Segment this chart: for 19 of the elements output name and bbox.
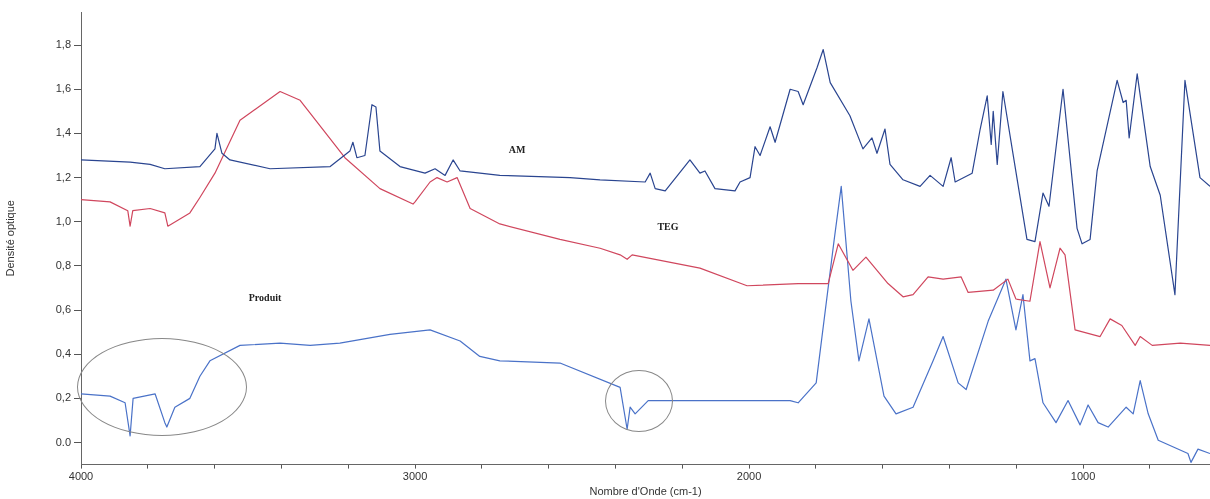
x-tick-label: 3000 bbox=[402, 470, 428, 483]
y-tick-label: 0,4 bbox=[55, 347, 71, 360]
y-axis-title: Densité optique bbox=[3, 200, 16, 277]
y-tick-label: 1,6 bbox=[55, 82, 71, 95]
y-tick-label: 1,8 bbox=[55, 38, 71, 51]
annotation: Produit bbox=[248, 291, 282, 303]
y-tick-label: 0.0 bbox=[55, 435, 71, 448]
x-tick-label: 1000 bbox=[1070, 470, 1096, 483]
x-tick-label: 4000 bbox=[68, 470, 94, 483]
annotation: AM bbox=[508, 143, 526, 155]
y-tick-label: 0,6 bbox=[55, 303, 71, 316]
y-tick-label: 0,8 bbox=[55, 258, 71, 271]
y-tick-label: 0,2 bbox=[55, 391, 71, 404]
x-axis-title: Nombre d'Onde (cm-1) bbox=[589, 485, 702, 498]
y-tick-label: 1,4 bbox=[55, 126, 71, 139]
y-tick-label: 1,2 bbox=[55, 170, 71, 183]
x-tick-label: 2000 bbox=[736, 470, 762, 483]
annotation: TEG bbox=[657, 220, 679, 232]
y-tick-label: 1,0 bbox=[55, 214, 71, 227]
